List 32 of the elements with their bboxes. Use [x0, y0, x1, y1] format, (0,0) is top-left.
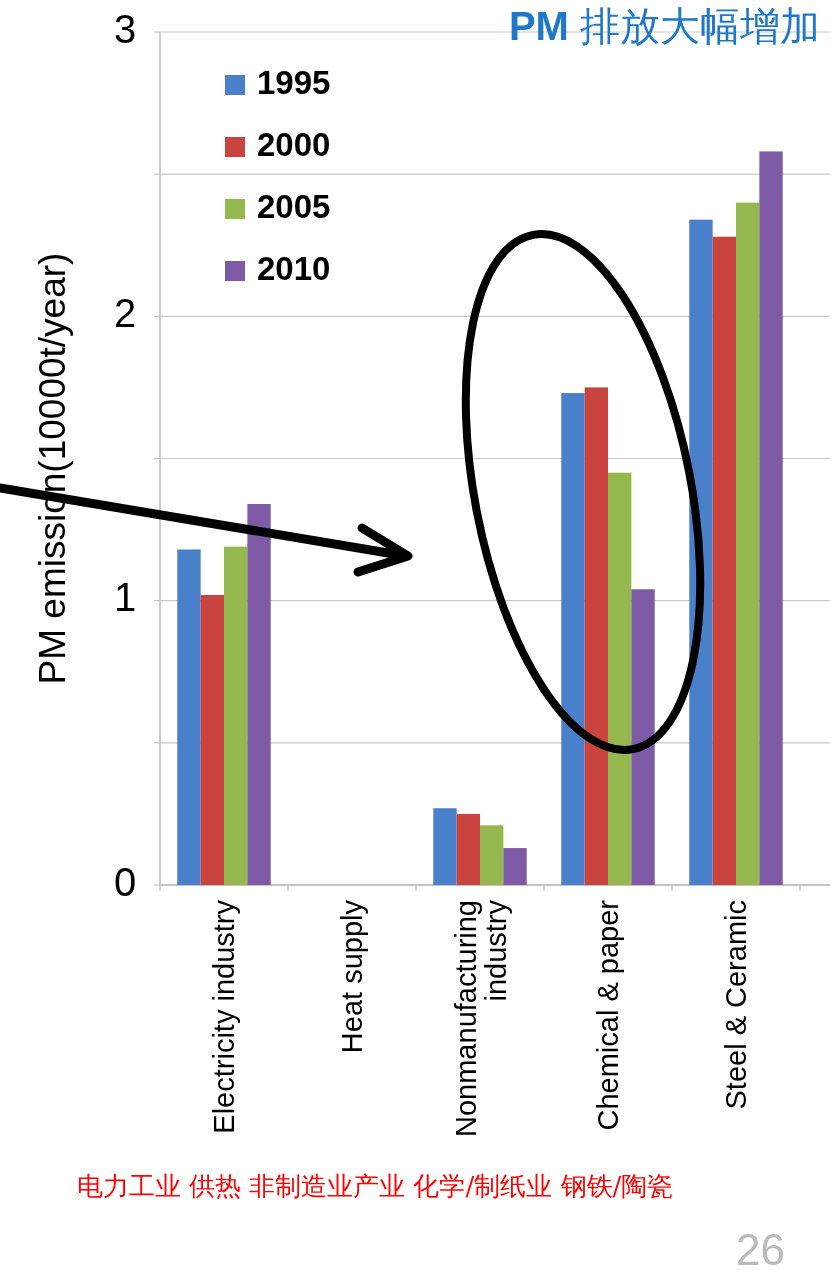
y-axis-title: PM emission(10000t/year)	[31, 252, 73, 685]
bar	[456, 813, 480, 885]
legend-label: 2000	[257, 125, 331, 163]
bar	[503, 848, 527, 885]
text: 26	[736, 1225, 785, 1271]
x-tick-label: Heat supply	[336, 899, 368, 1054]
bar	[247, 503, 271, 885]
bar	[608, 472, 632, 885]
bar	[736, 202, 760, 885]
y-tick-label: 2	[113, 290, 137, 335]
x-tick-label: Chemical & paper	[592, 899, 624, 1131]
bar	[200, 594, 224, 885]
text: 电力工业 供热 非制造业产业 化学/制纸业 钢铁/陶瓷	[76, 1171, 674, 1201]
chart-title: PM 排放大幅增加	[508, 4, 820, 48]
bar	[480, 825, 504, 885]
legend-label: 1995	[257, 63, 331, 101]
y-tick-label: 1	[113, 575, 137, 620]
bar	[631, 589, 655, 885]
bar	[759, 151, 783, 885]
bar	[433, 808, 457, 885]
bar	[712, 236, 736, 885]
y-tick-label: 3	[113, 6, 137, 51]
legend-label: 2005	[257, 187, 331, 225]
bar	[224, 546, 248, 885]
x-tick-label: Nonmanufacturing industry	[450, 899, 512, 1137]
x-tick-label: Electricity industry	[208, 899, 240, 1134]
legend-label: 2010	[257, 249, 331, 287]
bar	[584, 387, 608, 885]
bar	[561, 393, 585, 885]
x-tick-label: Steel & Ceramic	[720, 900, 752, 1110]
bar	[177, 549, 201, 885]
y-tick-label: 0	[113, 859, 137, 904]
